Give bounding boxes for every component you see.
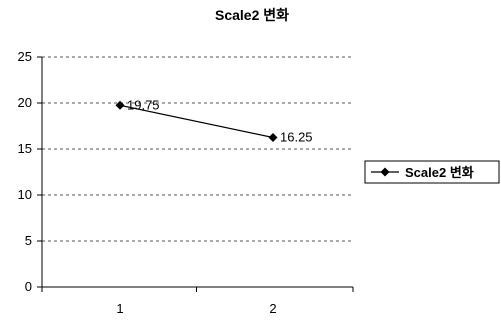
axes	[37, 56, 354, 292]
legend-diamond-marker	[380, 167, 390, 177]
data-label: 16.25	[280, 130, 313, 145]
y-tick-label: 5	[25, 233, 32, 248]
y-axis-tick-labels: 0 5 10 15 20 25	[18, 49, 32, 294]
series-group: 19.75 16.25	[115, 97, 313, 145]
y-tick-label: 0	[25, 279, 32, 294]
legend: Scale2 변화	[364, 160, 500, 184]
y-tick-label: 25	[18, 49, 32, 64]
data-point-marker	[268, 133, 278, 142]
data-point-marker	[115, 100, 125, 110]
y-tick-label: 20	[18, 95, 32, 110]
legend-label: Scale2 변화	[405, 165, 474, 180]
data-label: 19.75	[127, 97, 160, 112]
y-tick-label: 10	[18, 187, 32, 202]
y-tick-label: 15	[18, 141, 32, 156]
series-line	[119, 104, 274, 139]
chart-title: Scale2 변화	[215, 7, 289, 23]
x-tick-label: 2	[269, 301, 276, 316]
x-tick-label: 1	[116, 301, 123, 316]
grid-lines	[42, 56, 353, 242]
legend-box	[364, 160, 500, 184]
